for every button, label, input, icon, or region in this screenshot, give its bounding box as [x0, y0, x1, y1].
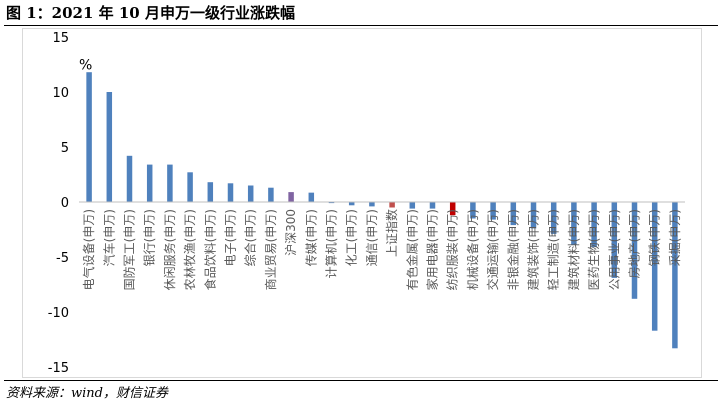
category-label: 通信(申万)	[365, 209, 379, 266]
bar	[631, 202, 638, 299]
category-label: 商业贸易(申万)	[263, 209, 278, 290]
category-label: 非银金融(申万)	[505, 209, 520, 290]
category-label: 机械设备(申万)	[465, 209, 480, 290]
bar	[227, 183, 234, 202]
y-tick-label: 0	[61, 196, 69, 211]
category-label: 钢铁(申万)	[648, 209, 662, 266]
category-label: 上证指数	[384, 209, 399, 257]
bar	[247, 185, 254, 202]
bar	[510, 202, 517, 226]
category-label: 传媒(申万)	[303, 209, 318, 266]
y-unit-label: %	[79, 58, 92, 74]
bar	[389, 202, 395, 208]
category-label: 汽车(申万)	[101, 209, 116, 266]
bar	[550, 202, 557, 234]
category-label: 医药生物(申万)	[587, 209, 601, 290]
bar	[146, 164, 153, 202]
bar	[409, 202, 416, 209]
bar	[611, 202, 618, 278]
y-tick-label: -5	[56, 251, 69, 266]
bar	[591, 202, 597, 248]
category-label: 电子(申万)	[224, 209, 238, 266]
category-label: 采掘(申万)	[667, 209, 682, 266]
y-tick-label: -15	[48, 361, 69, 376]
bar	[369, 202, 375, 207]
bar	[490, 202, 496, 220]
chart-area: 15 10 5 0 -5 -10 -15% 电气设备(申万) 汽车(申万) 国防军工(申万) 银行(…	[22, 28, 702, 378]
category-label: 沪深300	[284, 209, 298, 256]
source-note: 资料来源：wind，财信证券	[6, 386, 168, 401]
category-label: 休闲服务(申万)	[162, 209, 177, 290]
category-label: 公用事业(申万)	[607, 209, 621, 290]
y-tick-label: -10	[48, 306, 69, 321]
category-label: 综合(申万)	[243, 209, 258, 266]
bar	[106, 92, 113, 202]
category-label: 房地产(申万)	[627, 209, 642, 278]
bar	[207, 182, 214, 202]
bar	[672, 202, 678, 349]
category-label: 国防军工(申万)	[122, 209, 137, 290]
bar	[308, 192, 315, 202]
bar	[187, 172, 193, 202]
top-rule	[4, 25, 718, 26]
category-label: 交通运输(申万)	[485, 209, 500, 290]
category-label: 电气设备(申万)	[81, 209, 96, 290]
figure-title: 图 1：2021 年 10 月申万一级行业涨跌幅	[6, 4, 295, 22]
bar	[348, 202, 355, 206]
bar	[530, 202, 537, 229]
category-label: 建筑材料(申万)	[566, 209, 581, 290]
category-label: 食品饮料(申万)	[202, 209, 217, 290]
category-label: 家用电器(申万)	[425, 209, 440, 290]
bar	[268, 187, 274, 202]
bar-chart: 15 10 5 0 -5 -10 -15% 电气设备(申万) 汽车(申万) 国防军工(申万) 银行(…	[48, 31, 685, 376]
bar	[429, 202, 436, 209]
category-label: 化工(申万)	[345, 209, 359, 266]
bar	[470, 202, 476, 219]
bottom-rule	[4, 380, 718, 381]
bar	[328, 202, 335, 204]
category-label: 计算机(申万)	[324, 209, 339, 278]
category-label: 农林牧渔(申万)	[183, 209, 197, 290]
bar	[651, 202, 658, 331]
category-label: 建筑装饰(申万)	[526, 209, 541, 290]
y-tick-label: 10	[52, 86, 69, 101]
category-label: 轻工制造(申万)	[547, 209, 561, 290]
bar	[167, 164, 173, 202]
category-label: 有色金属(申万)	[404, 209, 419, 290]
bar	[571, 202, 577, 245]
bar	[449, 202, 456, 216]
category-label: 银行(申万)	[143, 209, 157, 266]
y-tick-label: 5	[61, 141, 69, 156]
category-label: 纺织服装(申万)	[446, 209, 460, 290]
bar	[126, 155, 133, 202]
y-tick-label: 15	[52, 31, 69, 46]
bar	[86, 72, 92, 202]
bar	[288, 192, 294, 202]
